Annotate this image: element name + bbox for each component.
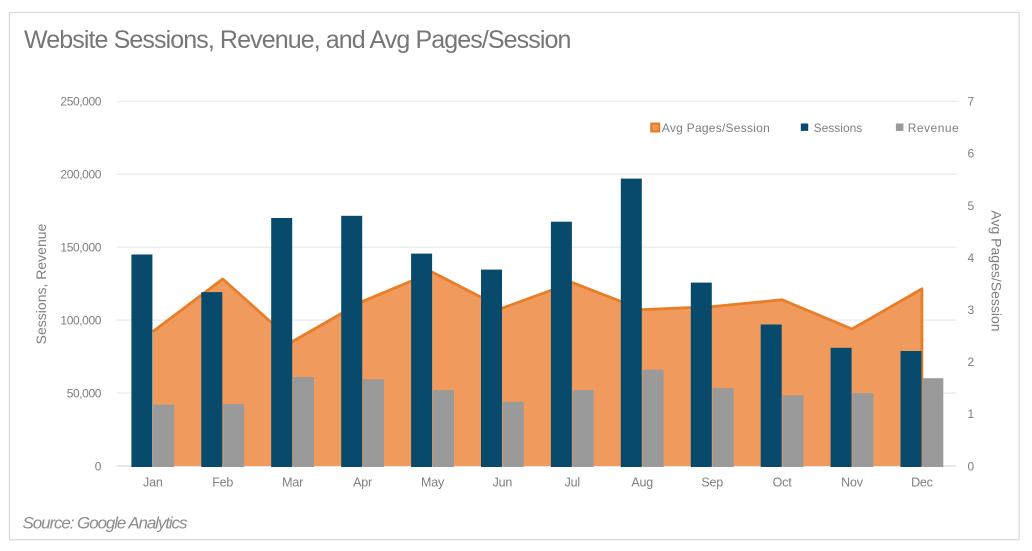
svg-text:Website Sessions, Revenue, and: Website Sessions, Revenue, and Avg Pages… [24, 26, 571, 54]
svg-text:Aug: Aug [631, 475, 653, 489]
svg-text:6: 6 [968, 147, 975, 161]
svg-text:Jul: Jul [565, 475, 580, 489]
svg-text:3: 3 [968, 303, 975, 317]
svg-text:200,000: 200,000 [60, 168, 101, 182]
svg-text:Oct: Oct [773, 475, 793, 489]
svg-text:Apr: Apr [353, 475, 372, 489]
svg-text:Mar: Mar [282, 475, 303, 489]
svg-text:50,000: 50,000 [67, 386, 102, 400]
svg-text:Avg Pages/Session: Avg Pages/Session [662, 121, 770, 135]
svg-text:Jun: Jun [493, 475, 513, 489]
svg-text:7: 7 [968, 95, 975, 109]
svg-text:Avg Pages/Session: Avg Pages/Session [989, 210, 1005, 331]
svg-text:5: 5 [968, 199, 975, 213]
svg-text:Feb: Feb [212, 475, 233, 489]
svg-text:0: 0 [968, 459, 975, 473]
svg-text:0: 0 [95, 459, 102, 473]
svg-text:150,000: 150,000 [60, 241, 101, 255]
svg-text:2: 2 [968, 355, 975, 369]
svg-text:Jan: Jan [143, 475, 163, 489]
svg-text:250,000: 250,000 [60, 95, 101, 109]
svg-text:1: 1 [968, 407, 975, 421]
svg-text:Nov: Nov [841, 475, 864, 489]
svg-text:May: May [421, 475, 445, 489]
svg-text:Revenue: Revenue [908, 121, 960, 135]
svg-text:100,000: 100,000 [60, 313, 101, 327]
svg-text:Sessions, Revenue: Sessions, Revenue [33, 223, 49, 344]
svg-text:Source: Google Analytics: Source: Google Analytics [23, 513, 188, 532]
svg-text:Dec: Dec [911, 475, 933, 489]
svg-text:Sessions: Sessions [814, 121, 863, 135]
svg-text:Sep: Sep [701, 475, 723, 489]
svg-text:4: 4 [968, 251, 975, 265]
